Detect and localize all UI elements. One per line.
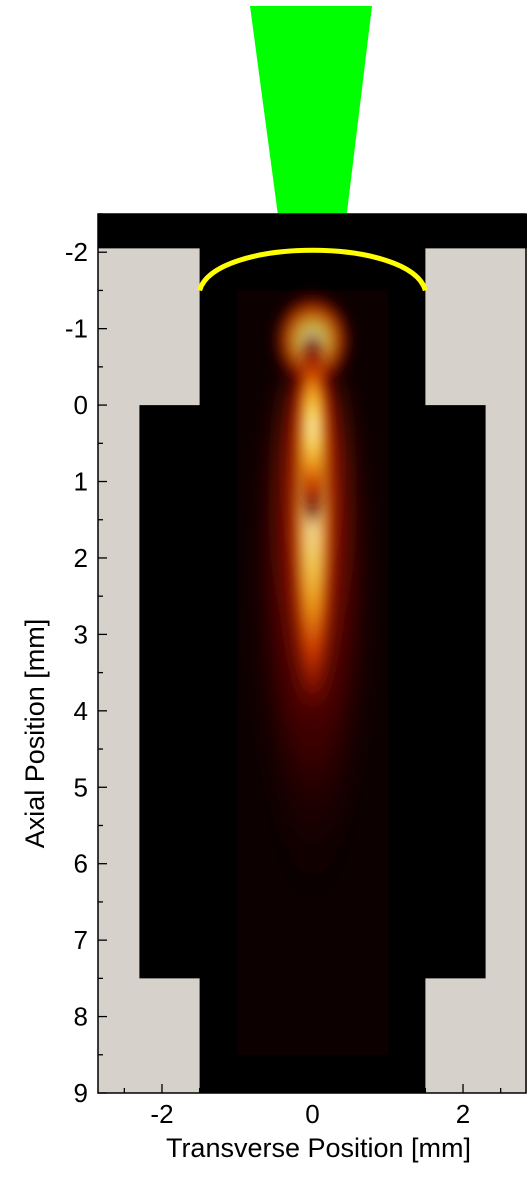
y-axis-label: Axial Position [mm] — [20, 619, 50, 849]
y-tick-label: 4 — [74, 696, 88, 726]
channel-walls — [98, 248, 527, 1093]
y-tick-label: -1 — [65, 314, 88, 344]
window-arc — [197, 247, 428, 292]
y-tick-label: 7 — [74, 925, 88, 955]
channel-wall-right — [425, 248, 527, 1093]
x-axis-label: Transverse Position [mm] — [166, 1133, 471, 1163]
plume-core — [295, 328, 330, 528]
y-tick-label: 2 — [74, 543, 88, 573]
x-tick-label: -2 — [150, 1099, 173, 1129]
y-tick-label: 6 — [74, 849, 88, 879]
y-tick-label: 0 — [74, 390, 88, 420]
y-tick-label: 5 — [74, 772, 88, 802]
x-tick-label: 0 — [305, 1099, 319, 1129]
y-tick-label: 1 — [74, 467, 88, 497]
channel-wall-left — [98, 248, 200, 1093]
y-tick-label: 8 — [74, 1002, 88, 1032]
y-tick-label: 9 — [74, 1078, 88, 1108]
laser-beam — [250, 6, 372, 249]
y-tick-label: 3 — [74, 619, 88, 649]
x-tick-label: 2 — [456, 1099, 470, 1129]
x-axis: -2 0 2 — [123, 214, 502, 1129]
plume — [271, 290, 354, 902]
y-tick-label: -2 — [65, 237, 88, 267]
y-axis: -2 -1 0 1 2 3 4 5 6 7 8 9 — [65, 213, 107, 1108]
